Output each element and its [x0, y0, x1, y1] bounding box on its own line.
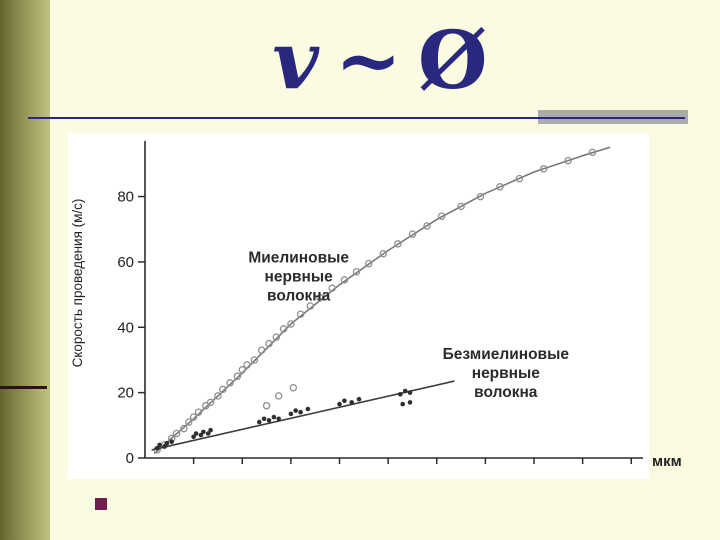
data-point-filled	[400, 401, 406, 407]
sidebar-band	[0, 0, 50, 540]
data-point-open	[185, 418, 193, 426]
y-tick-label: 60	[117, 254, 134, 271]
title-tilde: ~	[334, 13, 402, 107]
data-point-open	[272, 333, 281, 341]
series-1-annotation: Безмиелиновые нервные волокна	[443, 346, 570, 401]
data-point-filled	[337, 401, 342, 407]
data-point-filled	[164, 441, 170, 446]
data-point-filled	[407, 400, 413, 405]
data-point-filled	[201, 429, 206, 435]
data-point-filled	[293, 408, 298, 413]
bullet-square	[95, 498, 107, 510]
data-point-open	[316, 294, 324, 302]
data-point-open	[206, 398, 215, 407]
data-point-open	[233, 372, 242, 381]
data-point-filled	[356, 396, 362, 402]
data-point-open	[289, 383, 298, 392]
series-0: Миелиновые нервные волокна	[153, 146, 611, 454]
data-point-filled	[402, 388, 408, 394]
data-point-open	[180, 424, 188, 433]
data-point-filled	[193, 431, 199, 436]
data-point-open	[189, 413, 198, 421]
data-point-filled	[261, 416, 267, 422]
data-point-open	[279, 325, 288, 333]
title-diameter-symbol: Ø	[417, 13, 488, 107]
data-point-open	[214, 392, 222, 400]
data-point-open	[306, 302, 315, 310]
data-point-filled	[157, 442, 162, 448]
data-point-open	[340, 276, 349, 284]
data-point-filled	[154, 445, 160, 451]
chart-panel: 0 20 40 60 80 Скорость проведения (м/с) Миелин…	[68, 133, 649, 479]
data-point-open	[296, 310, 305, 318]
data-point-open	[238, 366, 247, 374]
data-point-open	[539, 165, 548, 173]
data-point-open	[423, 222, 431, 230]
y-tick-label: 20	[117, 385, 134, 402]
data-point-open	[457, 202, 465, 211]
y-tick-label: 0	[126, 450, 134, 467]
data-point-filled	[198, 432, 204, 438]
data-point-open	[364, 259, 373, 268]
title-variable-v: v	[272, 13, 319, 107]
y-tick-label: 40	[117, 319, 134, 336]
data-point-filled	[208, 427, 213, 433]
data-point-open	[250, 356, 259, 364]
data-point-filled	[169, 439, 174, 445]
data-point-open	[262, 401, 271, 410]
data-point-open	[515, 174, 524, 183]
data-point-open	[328, 284, 336, 292]
data-point-open	[243, 361, 251, 369]
data-point-open	[257, 346, 266, 354]
data-point-filled	[298, 409, 303, 415]
y-axis-label: Скорость проведения (м/с)	[70, 199, 85, 368]
data-point-open	[352, 267, 361, 276]
data-point-filled	[191, 434, 196, 440]
series-1-trend-line	[151, 380, 455, 451]
data-point-open	[496, 183, 504, 191]
data-point-open	[194, 408, 203, 416]
data-point-filled	[305, 406, 311, 412]
data-point-open	[226, 379, 234, 387]
data-point-filled	[398, 392, 403, 397]
data-point-filled	[162, 444, 167, 449]
slide-title: v ~ Ø	[50, 8, 710, 113]
title-underline	[28, 117, 685, 119]
data-point-filled	[257, 419, 262, 425]
data-point-filled	[276, 416, 281, 422]
x-axis-unit-label: мкм	[652, 453, 682, 470]
sidebar-accent-line	[0, 386, 47, 389]
data-point-open	[437, 212, 446, 220]
series-0-trend-line	[153, 146, 611, 454]
data-point-open	[394, 240, 402, 248]
data-point-filled	[407, 390, 413, 395]
series-0-annotation: Миелиновые нервные волокна	[248, 250, 349, 305]
data-point-filled	[349, 400, 355, 405]
data-point-open	[408, 230, 417, 238]
data-point-open	[379, 249, 388, 258]
chart-svg: 0 20 40 60 80 Скорость проведения (м/с) Миелин…	[70, 141, 643, 467]
data-point-filled	[288, 411, 294, 417]
axes: 0 20 40 60 80	[117, 141, 643, 467]
data-point-open	[219, 385, 227, 394]
data-point-filled	[271, 414, 277, 420]
data-point-open	[274, 392, 283, 400]
data-point-open	[265, 339, 273, 348]
data-point-open	[588, 148, 597, 157]
y-tick-label: 80	[117, 189, 134, 206]
data-point-open	[287, 320, 295, 328]
data-point-filled	[342, 398, 347, 404]
data-point-open	[564, 156, 572, 165]
data-point-open	[172, 429, 181, 438]
data-point-filled	[266, 418, 272, 423]
data-point-open	[476, 192, 485, 201]
series-1: Безмиелиновые нервные волокна	[151, 346, 570, 451]
data-point-filled	[205, 431, 211, 436]
